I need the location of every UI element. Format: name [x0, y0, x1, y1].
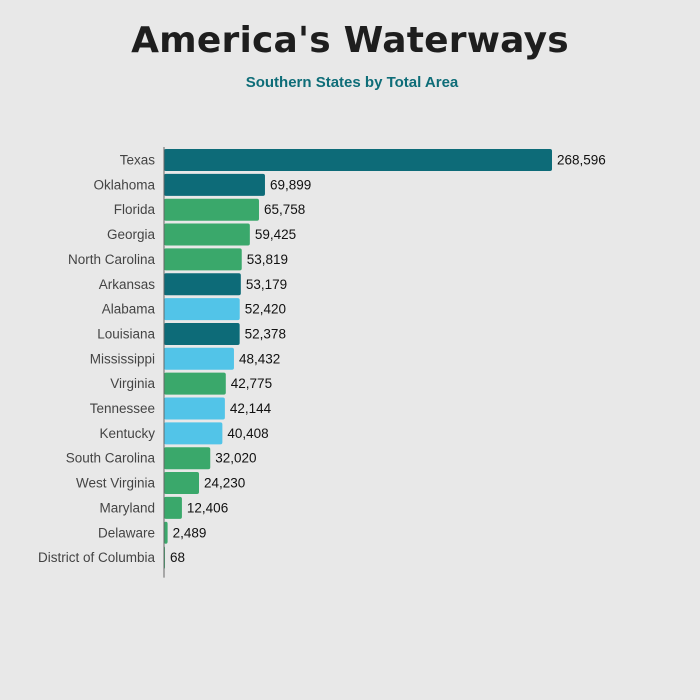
value-label: 24,230: [204, 476, 245, 491]
bar-tennessee: [164, 397, 225, 420]
value-label: 2,489: [173, 525, 207, 540]
category-label: Texas: [120, 153, 156, 168]
value-label: 42,144: [230, 401, 272, 416]
category-label: Kentucky: [99, 426, 155, 441]
category-label: Alabama: [102, 302, 156, 317]
category-label: District of Columbia: [38, 550, 156, 565]
value-label: 48,432: [239, 351, 280, 366]
category-label: Florida: [114, 202, 156, 217]
category-label: North Carolina: [68, 252, 156, 267]
bar-virginia: [164, 372, 226, 395]
category-label: Maryland: [99, 500, 155, 515]
category-labels: Texas Oklahoma Florida Georgia North Carolin…: [38, 153, 156, 566]
category-label: Arkansas: [99, 277, 156, 292]
bar-oklahoma: [164, 173, 265, 196]
bar-louisiana: [164, 322, 240, 345]
value-labels: 268,596 69,899 65,758 59,425 53,819 53,179 52,…: [170, 153, 606, 566]
value-label: 53,819: [247, 252, 288, 267]
bar-kentucky: [164, 422, 223, 445]
value-label: 32,020: [215, 451, 256, 466]
bar-arkansas: [164, 273, 241, 296]
value-label: 59,425: [255, 227, 296, 242]
category-label: Delaware: [98, 525, 155, 540]
value-label: 12,406: [187, 500, 228, 515]
bar-mississippi: [164, 347, 234, 370]
value-label: 40,408: [227, 426, 268, 441]
category-label: Oklahoma: [93, 177, 155, 192]
category-label: Virginia: [110, 376, 155, 391]
bars-layer: [164, 149, 552, 569]
bar-alabama: [164, 298, 240, 321]
bar-delaware: [164, 521, 168, 544]
value-label: 65,758: [264, 202, 305, 217]
bar-south-carolina: [164, 447, 211, 470]
bar-florida: [164, 198, 259, 221]
bar-maryland: [164, 496, 182, 519]
bar-north-carolina: [164, 248, 242, 271]
value-label: 268,596: [557, 153, 606, 168]
category-label: Georgia: [107, 227, 156, 242]
value-label: 69,899: [270, 177, 311, 192]
category-label: Mississippi: [90, 351, 155, 366]
chart-title: America's Waterways: [131, 20, 569, 61]
value-label: 52,378: [245, 326, 286, 341]
category-label: Tennessee: [90, 401, 155, 416]
bar-west-virginia: [164, 472, 199, 495]
category-label: West Virginia: [76, 476, 156, 491]
value-label: 52,420: [245, 302, 286, 317]
value-label: 42,775: [231, 376, 272, 391]
value-label: 68: [170, 550, 185, 565]
bar-georgia: [164, 223, 250, 246]
bar-texas: [164, 149, 552, 171]
value-label: 53,179: [246, 277, 287, 292]
category-label: Louisiana: [97, 326, 155, 341]
category-label: South Carolina: [66, 451, 156, 466]
chart-subtitle: Southern States by Total Area: [245, 74, 459, 91]
